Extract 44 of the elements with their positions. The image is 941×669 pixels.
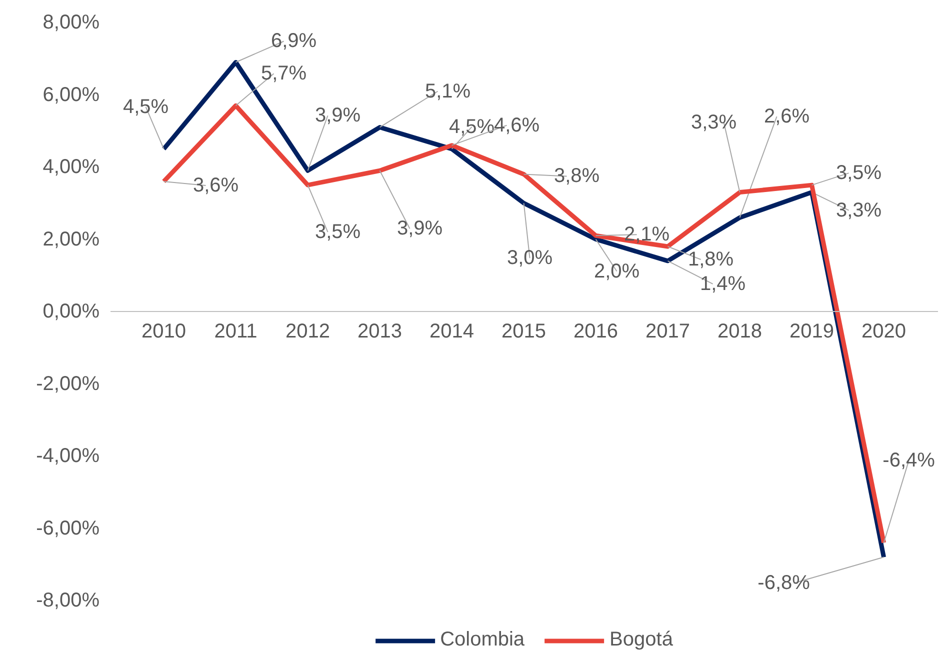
y-tick-label: -4,00% (36, 445, 100, 467)
legend-label: Bogotá (610, 628, 673, 652)
data-label: 3,3% (690, 111, 737, 134)
x-tick-label: 2019 (790, 320, 834, 342)
x-tick-label: 2017 (646, 320, 690, 342)
data-label: 5,1% (424, 80, 471, 102)
x-tick-label: 2018 (718, 320, 762, 342)
x-tick-label: 2011 (214, 320, 258, 342)
data-label: 3,3% (836, 199, 882, 222)
data-label: 1,8% (688, 248, 734, 270)
y-tick-label: 6,00% (42, 84, 100, 106)
data-label: 2,6% (764, 106, 810, 128)
y-tick-label: 2,00% (42, 228, 100, 250)
x-tick-label: 2016 (574, 320, 618, 342)
data-label: -6,4% (882, 450, 936, 472)
x-tick-label: 2010 (142, 320, 186, 342)
data-label: 4,5% (448, 116, 495, 138)
data-label: 5,7% (260, 62, 307, 85)
data-label: 6,9% (270, 30, 317, 52)
y-tick-label: 4,00% (42, 156, 100, 178)
y-tick-label: -6,00% (36, 517, 100, 540)
data-label: 3,6% (192, 174, 239, 196)
data-label: -6,8% (758, 572, 810, 594)
data-label: 3,9% (314, 104, 361, 127)
data-label: 2,1% (624, 224, 670, 246)
x-tick-label: 2015 (502, 320, 546, 342)
data-label: 3,0% (506, 247, 553, 270)
data-label: 3,9% (396, 218, 443, 240)
data-label: 3,5% (314, 221, 361, 244)
y-tick-label: 0,00% (42, 300, 100, 322)
data-label: 4,6% (494, 114, 540, 136)
x-tick-label: 2020 (862, 320, 906, 342)
data-label: 2,0% (594, 260, 640, 282)
y-tick-label: -8,00% (36, 590, 100, 612)
data-label: 3,5% (836, 162, 882, 184)
y-tick-label: -2,00% (36, 372, 100, 395)
x-tick-label: 2012 (286, 320, 330, 342)
data-label: 3,8% (554, 165, 600, 188)
y-tick-label: 8,00% (42, 12, 100, 34)
legend-label: Colombia (440, 628, 525, 652)
x-tick-label: 2013 (358, 320, 402, 342)
x-tick-label: 2014 (430, 320, 474, 342)
data-label: 1,4% (700, 272, 746, 295)
data-label: 4,5% (122, 96, 169, 118)
